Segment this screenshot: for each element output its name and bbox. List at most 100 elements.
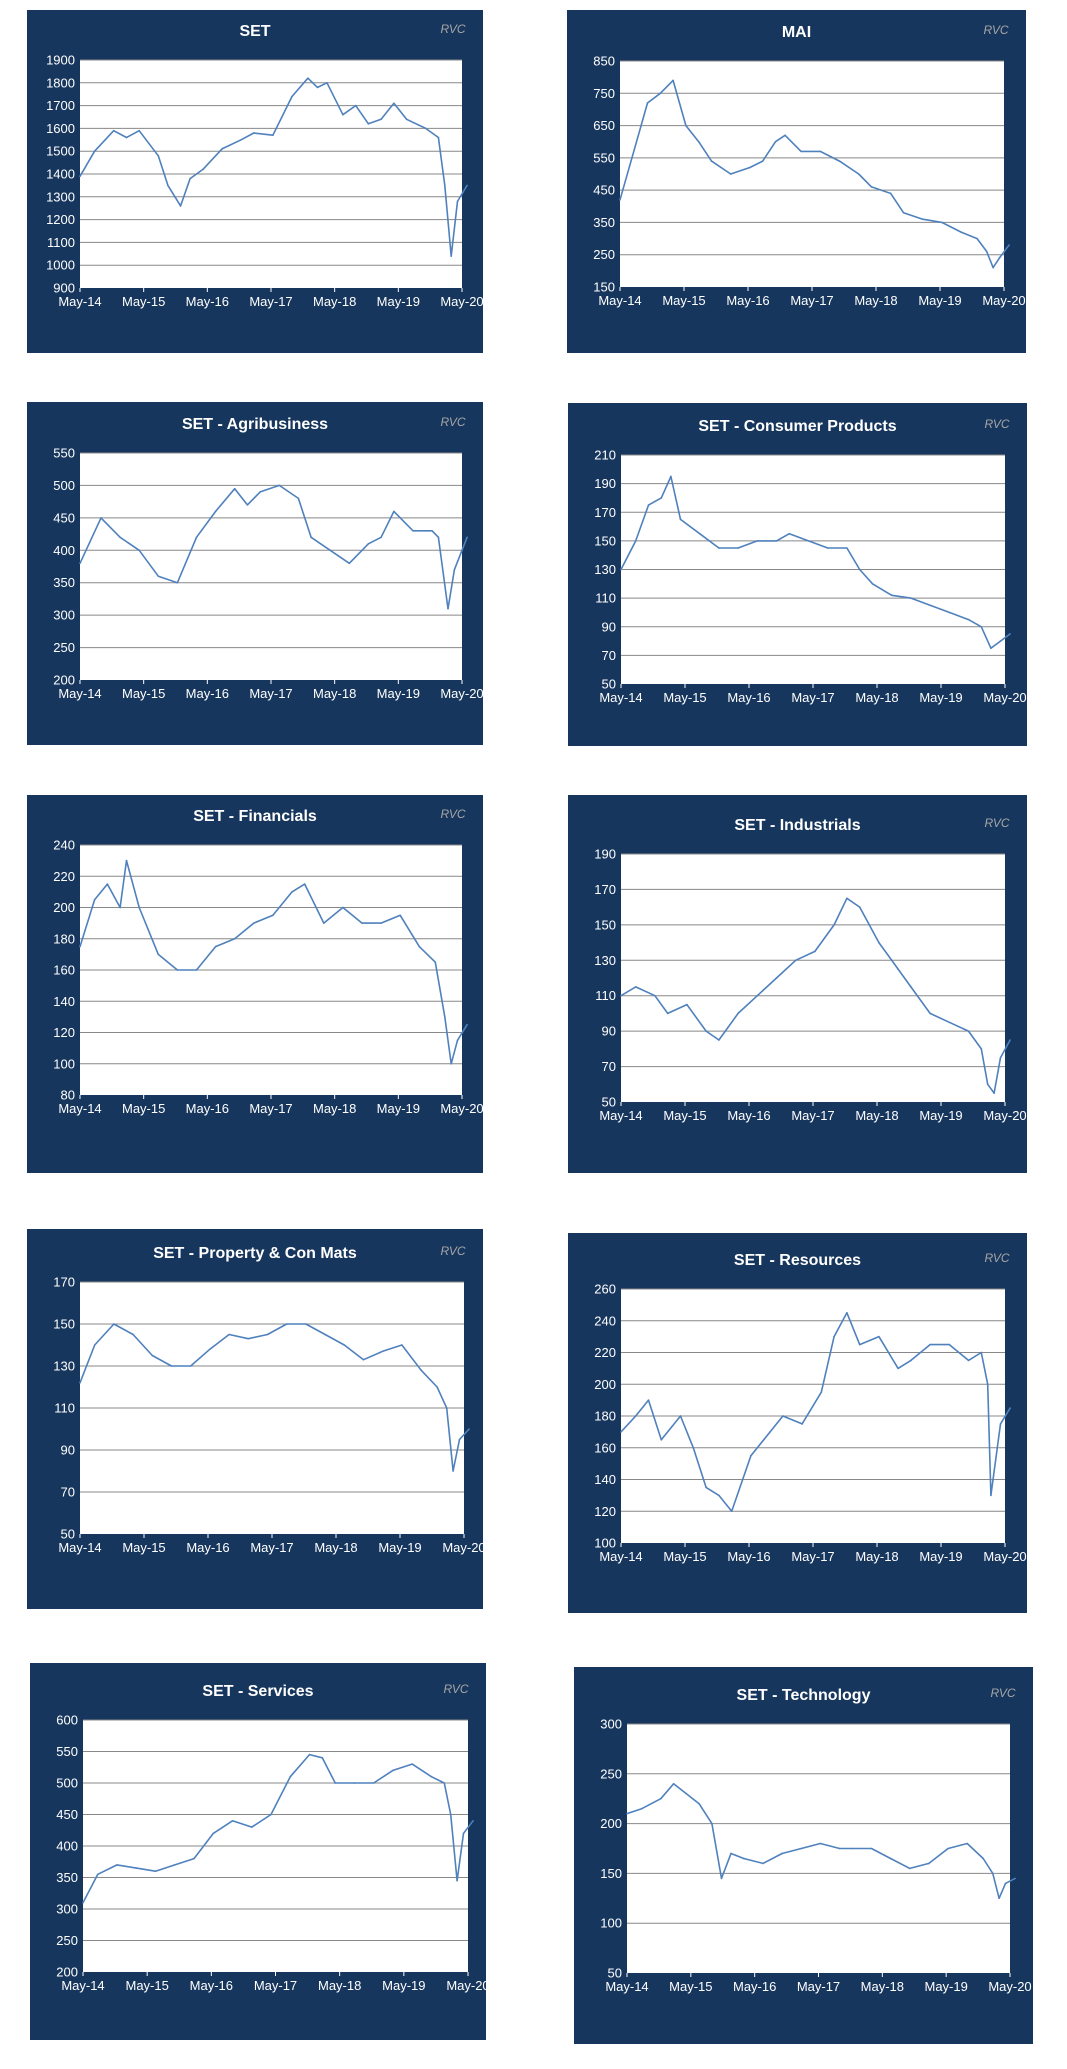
data-point [705, 1486, 707, 1489]
data-point [720, 1877, 723, 1880]
y-tick-label: 100 [600, 1916, 622, 1931]
series-line [79, 1323, 470, 1472]
brand-label: RVC [984, 417, 1009, 431]
data-point [619, 199, 621, 201]
data-point [654, 994, 656, 997]
chart-svg-set-industrials: SET - Industrials RVC 50 70 90 110 130 150 170 19… [594, 816, 1026, 1123]
data-point [908, 1867, 911, 1870]
data-point [157, 154, 160, 157]
data-point [769, 1431, 771, 1433]
data-point [342, 906, 344, 909]
brand-label: RVC [440, 807, 465, 821]
data-point [718, 1039, 720, 1041]
data-point [466, 184, 468, 187]
data-point [672, 1782, 675, 1785]
chart-svg-set-consumer-products: SET - Consumer Products RVC 50 70 90 110 130 15… [594, 417, 1026, 705]
data-point [730, 1852, 732, 1855]
brand-label: RVC [440, 415, 465, 429]
data-point [762, 1862, 764, 1865]
chart-panel-set-industrials: SET - Industrials RVC 50 70 90 110 130 150 170 19… [568, 795, 1027, 1173]
data-point [634, 540, 637, 542]
data-point [967, 1359, 970, 1362]
data-point [307, 77, 309, 80]
y-tick-label: 190 [594, 847, 616, 862]
y-tick-label: 210 [594, 448, 616, 463]
data-point [646, 102, 649, 104]
y-tick-label: 450 [593, 183, 615, 198]
y-tick-label: 200 [600, 1816, 622, 1831]
data-point [1009, 1039, 1011, 1041]
data-point [125, 136, 128, 139]
data-point [737, 547, 739, 549]
data-point [179, 205, 182, 207]
data-point [272, 134, 274, 137]
x-tick-label: May-20 [440, 686, 483, 701]
data-point [450, 1062, 452, 1065]
data-point [990, 647, 992, 650]
brand-label: RVC [990, 1686, 1015, 1700]
x-tick-label: May-16 [190, 1978, 233, 1993]
y-tick-label: 120 [53, 1025, 75, 1040]
y-tick-label: 550 [56, 1744, 78, 1759]
data-point [967, 1030, 970, 1032]
data-point [82, 1901, 84, 1904]
x-tick-label: May-20 [983, 1108, 1026, 1123]
data-point [195, 969, 198, 971]
data-point [897, 1367, 899, 1370]
data-point [640, 1807, 643, 1810]
data-point [686, 1003, 688, 1006]
data-point [1008, 244, 1010, 246]
data-point [437, 136, 440, 139]
chart-title: SET - Property & Con Mats [153, 1245, 357, 1262]
chart-panel-set-services: SET - Services RVC 200 250 300 350 400 450 500 55… [30, 1663, 490, 2040]
data-point [353, 1782, 356, 1784]
chart-panel-set-agribusiness: SET - Agribusiness RVC 200 250 300 350 400 450 5… [27, 402, 484, 745]
x-tick-label: May-19 [919, 690, 962, 705]
data-point [214, 510, 217, 513]
data-point [749, 166, 751, 169]
y-tick-label: 140 [594, 1472, 616, 1487]
data-point [246, 504, 249, 506]
chart-title: SET - Agribusiness [182, 416, 328, 433]
data-point [685, 1792, 688, 1795]
data-point [138, 549, 141, 552]
data-point [889, 1857, 892, 1860]
data-point [270, 1813, 272, 1816]
y-tick-label: 650 [593, 118, 615, 133]
data-point [278, 484, 281, 487]
data-point [620, 568, 622, 571]
data-point [316, 86, 319, 89]
data-point [737, 1012, 739, 1015]
x-tick-label: May-17 [791, 690, 834, 705]
x-tick-label: May-18 [855, 1549, 898, 1564]
data-point [119, 906, 121, 909]
data-point [660, 497, 663, 499]
data-point [775, 540, 778, 542]
data-point [456, 1039, 459, 1042]
y-tick-label: 130 [594, 953, 616, 968]
data-point [902, 211, 905, 214]
y-tick-label: 150 [594, 917, 616, 932]
data-point [858, 906, 861, 908]
data-point [106, 883, 109, 885]
data-point [782, 1415, 784, 1417]
y-tick-label: 1600 [46, 121, 75, 136]
data-point [272, 914, 274, 917]
y-tick-label: 250 [593, 247, 615, 262]
chart-title: SET - Industrials [734, 817, 860, 834]
x-tick-label: May-19 [377, 1101, 420, 1116]
plot-area [627, 1724, 1010, 1973]
data-point [960, 231, 962, 233]
data-point [756, 540, 759, 542]
x-tick-label: May-16 [726, 293, 769, 308]
y-tick-label: 190 [594, 476, 616, 491]
chart-panel-set-resources: SET - Resources RVC 100 120 140 160 180 200 220 2… [568, 1233, 1027, 1613]
data-point [380, 536, 382, 539]
x-tick-label: May-15 [122, 686, 165, 701]
data-point [666, 1012, 669, 1015]
y-tick-label: 200 [53, 900, 75, 915]
data-point [990, 1494, 992, 1497]
y-tick-label: 200 [56, 1965, 78, 1980]
data-point [626, 1812, 628, 1815]
data-point [781, 1852, 783, 1855]
